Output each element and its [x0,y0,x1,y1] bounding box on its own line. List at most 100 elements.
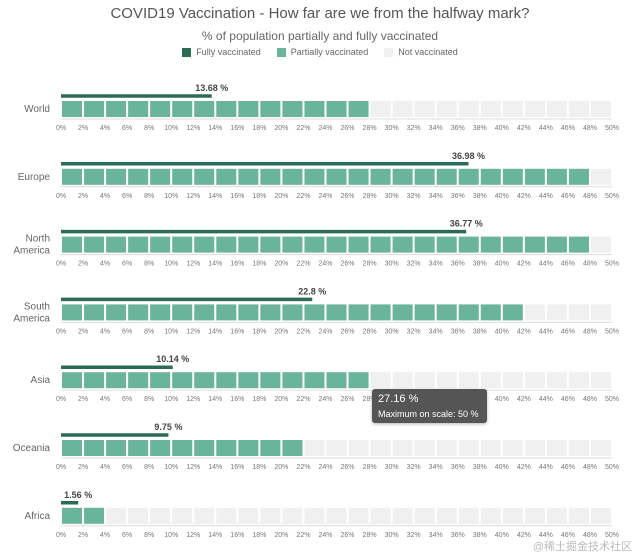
x-tick-label: 44% [539,261,553,268]
x-tick-label: 24% [318,261,332,268]
x-tick-label: 38% [473,464,487,471]
not-vaccinated-cell [414,440,435,456]
partially-vaccinated-cell [436,168,457,185]
x-tick-label: 14% [208,396,222,403]
fully-vaccinated-value-label: 36.98 % [452,151,485,161]
partially-vaccinated-cell [106,101,127,117]
fully-vaccinated-value-label: 13.68 % [195,83,228,93]
partially-vaccinated-cell [326,101,347,117]
x-tick-label: 36% [451,261,465,268]
partially-vaccinated-cell [348,372,369,389]
partially-vaccinated-cell [304,372,325,389]
x-tick-label: 42% [517,532,531,539]
x-tick-label: 26% [341,261,355,268]
x-tick-label: 44% [539,464,553,471]
not-vaccinated-cell [568,101,589,117]
x-tick-label: 4% [100,261,110,268]
x-tick-label: 44% [539,328,553,335]
x-tick-label: 0% [56,396,66,403]
x-tick-label: 44% [539,396,553,403]
x-tick-label: 46% [561,464,575,471]
not-vaccinated-cell [546,372,567,389]
partially-vaccinated-cell [282,440,303,456]
legend-item-not[interactable]: Not vaccinated [384,47,458,57]
partially-vaccinated-cell [304,236,325,253]
x-tick-label: 18% [252,328,266,335]
partially-vaccinated-cell [150,440,171,456]
partially-vaccinated-cell [370,304,391,321]
x-tick-label: 22% [296,396,310,403]
x-tick-label: 16% [230,532,244,539]
partially-vaccinated-cell [84,101,105,117]
x-tick-label: 12% [186,328,200,335]
region-label: Asia [31,375,51,386]
not-vaccinated-cell [480,440,501,456]
x-tick-label: 40% [495,261,509,268]
x-tick-label: 32% [407,532,421,539]
not-vaccinated-cell [590,101,611,117]
x-tick-label: 24% [318,532,332,539]
x-tick-label: 16% [230,261,244,268]
legend-swatch-partially [276,47,286,57]
not-vaccinated-cell [128,507,149,524]
x-tick-label: 0% [56,328,66,335]
watermark: @稀土掘金技术社区 [532,541,632,553]
x-tick-label: 8% [144,328,154,335]
x-tick-label: 18% [252,464,266,471]
partially-vaccinated-cell [238,372,259,389]
partially-vaccinated-cell [436,236,457,253]
partially-vaccinated-cell [480,168,501,185]
x-tick-label: 30% [385,193,399,200]
x-tick-label: 40% [495,125,509,132]
partially-vaccinated-cell [238,304,259,321]
chart-title: COVID19 Vaccination - How far are we fro… [110,5,530,22]
x-tick-label: 48% [583,396,597,403]
not-vaccinated-cell [590,304,611,321]
x-tick-label: 26% [341,328,355,335]
partially-vaccinated-cell [128,101,149,117]
x-tick-label: 30% [385,328,399,335]
partially-vaccinated-cell [106,168,127,185]
x-tick-label: 10% [164,396,178,403]
partially-vaccinated-cell [502,236,523,253]
not-vaccinated-cell [568,372,589,389]
x-tick-label: 28% [363,125,377,132]
x-tick-label: 14% [208,464,222,471]
partially-vaccinated-cell [150,372,171,389]
not-vaccinated-cell [524,440,545,456]
x-tick-label: 0% [56,464,66,471]
x-tick-label: 18% [252,193,266,200]
not-vaccinated-cell [524,372,545,389]
x-tick-label: 48% [583,261,597,268]
not-vaccinated-cell [392,372,413,389]
x-tick-label: 8% [144,125,154,132]
legend-item-partially[interactable]: Partially vaccinated [276,47,368,57]
x-tick-label: 10% [164,193,178,200]
not-vaccinated-cell [326,440,347,456]
x-tick-label: 46% [561,396,575,403]
x-tick-label: 4% [100,328,110,335]
x-tick-label: 20% [274,396,288,403]
partially-vaccinated-cell [62,440,83,456]
x-tick-label: 22% [296,328,310,335]
not-vaccinated-cell [590,372,611,389]
x-tick-label: 6% [122,464,132,471]
partially-vaccinated-cell [172,440,193,456]
partially-vaccinated-cell [546,168,567,185]
fully-vaccinated-value-label: 10.14 % [156,354,189,364]
partially-vaccinated-cell [216,440,237,456]
partially-vaccinated-cell [304,101,325,117]
partially-vaccinated-cell [458,304,479,321]
x-tick-label: 2% [78,532,88,539]
x-tick-label: 46% [561,125,575,132]
not-vaccinated-cell [304,507,325,524]
partially-vaccinated-cell [84,372,105,389]
x-tick-label: 48% [583,193,597,200]
x-tick-label: 34% [429,464,443,471]
not-vaccinated-cell [370,507,391,524]
x-tick-label: 22% [296,464,310,471]
x-tick-label: 8% [144,261,154,268]
partially-vaccinated-cell [128,168,149,185]
partially-vaccinated-cell [414,304,435,321]
legend-item-fully[interactable]: Fully vaccinated [182,47,261,57]
